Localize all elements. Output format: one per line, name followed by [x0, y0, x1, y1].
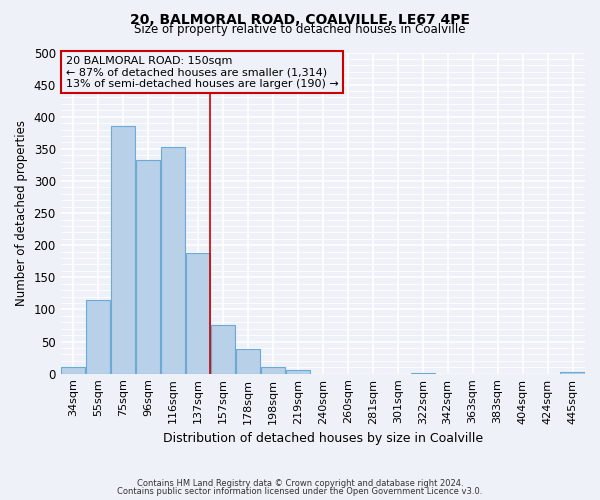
Bar — [161, 147, 185, 374]
Y-axis label: Number of detached properties: Number of detached properties — [15, 120, 28, 306]
X-axis label: Distribution of detached houses by size in Coalville: Distribution of detached houses by size … — [163, 432, 483, 445]
Text: Contains HM Land Registry data © Crown copyright and database right 2024.: Contains HM Land Registry data © Crown c… — [137, 478, 463, 488]
Bar — [410, 373, 435, 374]
Bar — [211, 325, 235, 374]
Bar — [86, 300, 110, 374]
Bar — [261, 366, 285, 374]
Text: 20 BALMORAL ROAD: 150sqm
← 87% of detached houses are smaller (1,314)
13% of sem: 20 BALMORAL ROAD: 150sqm ← 87% of detach… — [66, 56, 338, 89]
Bar — [61, 368, 85, 374]
Bar — [186, 253, 210, 374]
Bar — [136, 160, 160, 374]
Bar — [111, 126, 135, 374]
Bar — [560, 372, 584, 374]
Bar — [236, 350, 260, 374]
Text: Size of property relative to detached houses in Coalville: Size of property relative to detached ho… — [134, 22, 466, 36]
Text: Contains public sector information licensed under the Open Government Licence v3: Contains public sector information licen… — [118, 487, 482, 496]
Bar — [286, 370, 310, 374]
Text: 20, BALMORAL ROAD, COALVILLE, LE67 4PE: 20, BALMORAL ROAD, COALVILLE, LE67 4PE — [130, 12, 470, 26]
